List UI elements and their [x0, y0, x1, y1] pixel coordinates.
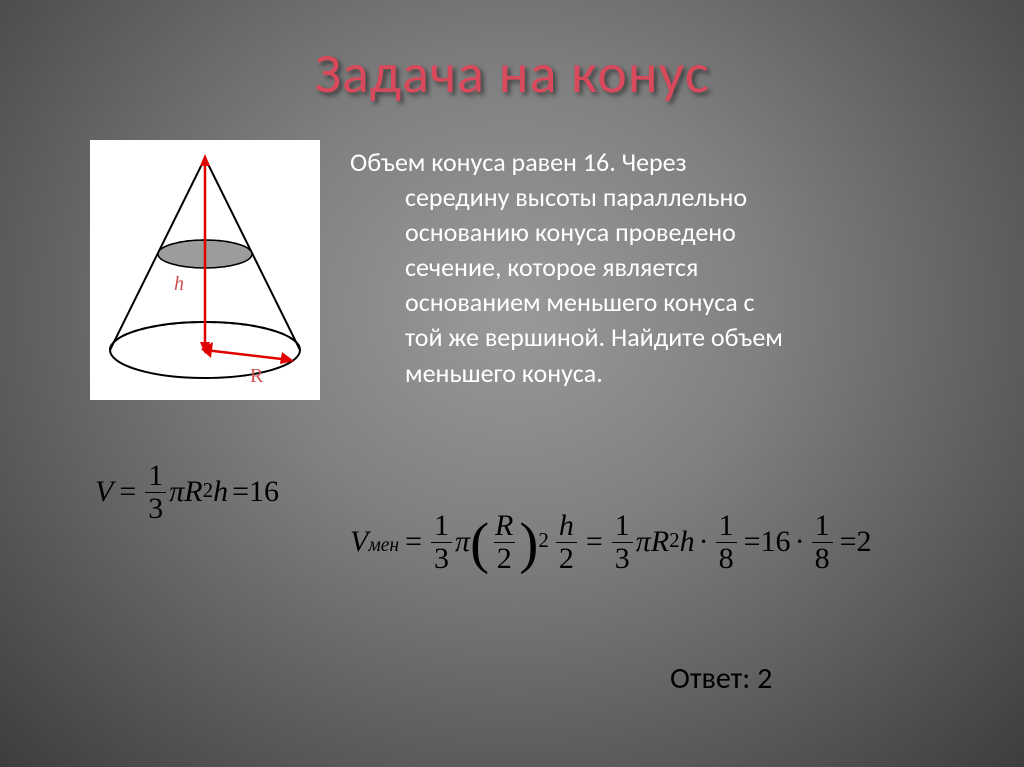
f2-fracR2: R 2: [492, 510, 516, 574]
f2-frac18a: 1 8: [716, 510, 737, 574]
problem-line: сечение, которое является: [350, 250, 964, 285]
problem-line: основанию конуса проведено: [350, 215, 964, 250]
f2-pi1: π: [455, 525, 470, 559]
answer-value: 2: [757, 660, 772, 697]
f2-sq2: 2: [669, 528, 680, 553]
f2-frac13a: 1 3: [431, 510, 452, 574]
f2-sq1: 2: [538, 528, 549, 553]
f2-frac18b: 1 8: [812, 510, 833, 574]
f2-pi2: π: [636, 525, 651, 559]
problem-line: основанием меньшего конуса с: [350, 285, 964, 320]
page-title: Задача на конус: [0, 40, 1024, 108]
problem-line: той же вершиной. Найдите объем: [350, 320, 964, 355]
label-h: h: [174, 273, 184, 295]
f1-eq: =: [119, 475, 136, 509]
f2-eq2: =: [586, 525, 603, 559]
f2-sub: мен: [368, 535, 399, 557]
f2-16: =16: [744, 525, 791, 559]
f2-eq1: =: [405, 525, 422, 559]
problem-line: середину высоты параллельно: [350, 180, 964, 215]
label-R: R: [250, 365, 264, 387]
f1-pi: π: [169, 475, 184, 509]
f2-dot1: ·: [699, 525, 709, 559]
f2-V: V: [350, 525, 368, 559]
answer: Ответ: 2: [670, 660, 772, 697]
f2-frac13b: 1 3: [612, 510, 633, 574]
f2-dot2: ·: [795, 525, 805, 559]
problem-line: Объем конуса равен 16. Через: [350, 145, 964, 180]
problem-line: меньшего конуса.: [350, 356, 964, 391]
f2-result: =2: [840, 525, 872, 559]
f2-lparen: (: [470, 521, 489, 567]
f2-h2: h: [680, 525, 695, 559]
f1-R: R: [184, 475, 202, 509]
formula-main-volume: V = 1 3 π R 2 h =16: [95, 460, 279, 524]
f2-frach2: h 2: [556, 510, 577, 574]
answer-label: Ответ:: [670, 660, 757, 697]
f1-h: h: [213, 475, 228, 509]
f1-frac: 1 3: [145, 460, 166, 524]
content-row: h R Объем конуса равен 16. Через середин…: [90, 140, 964, 400]
cone-svg: h R: [90, 140, 320, 400]
f1-val: =16: [232, 475, 279, 509]
f1-sq: 2: [203, 478, 214, 503]
f2-R2: R: [651, 525, 669, 559]
f2-rparen: ): [519, 521, 538, 567]
problem-text: Объем конуса равен 16. Через середину вы…: [350, 140, 964, 400]
f1-V: V: [95, 475, 113, 509]
title-text: Задача на конус: [314, 40, 709, 108]
cone-diagram: h R: [90, 140, 320, 400]
formula-small-volume: V мен = 1 3 π ( R 2 ) 2 h 2 = 1 3 π R 2 …: [350, 510, 871, 574]
